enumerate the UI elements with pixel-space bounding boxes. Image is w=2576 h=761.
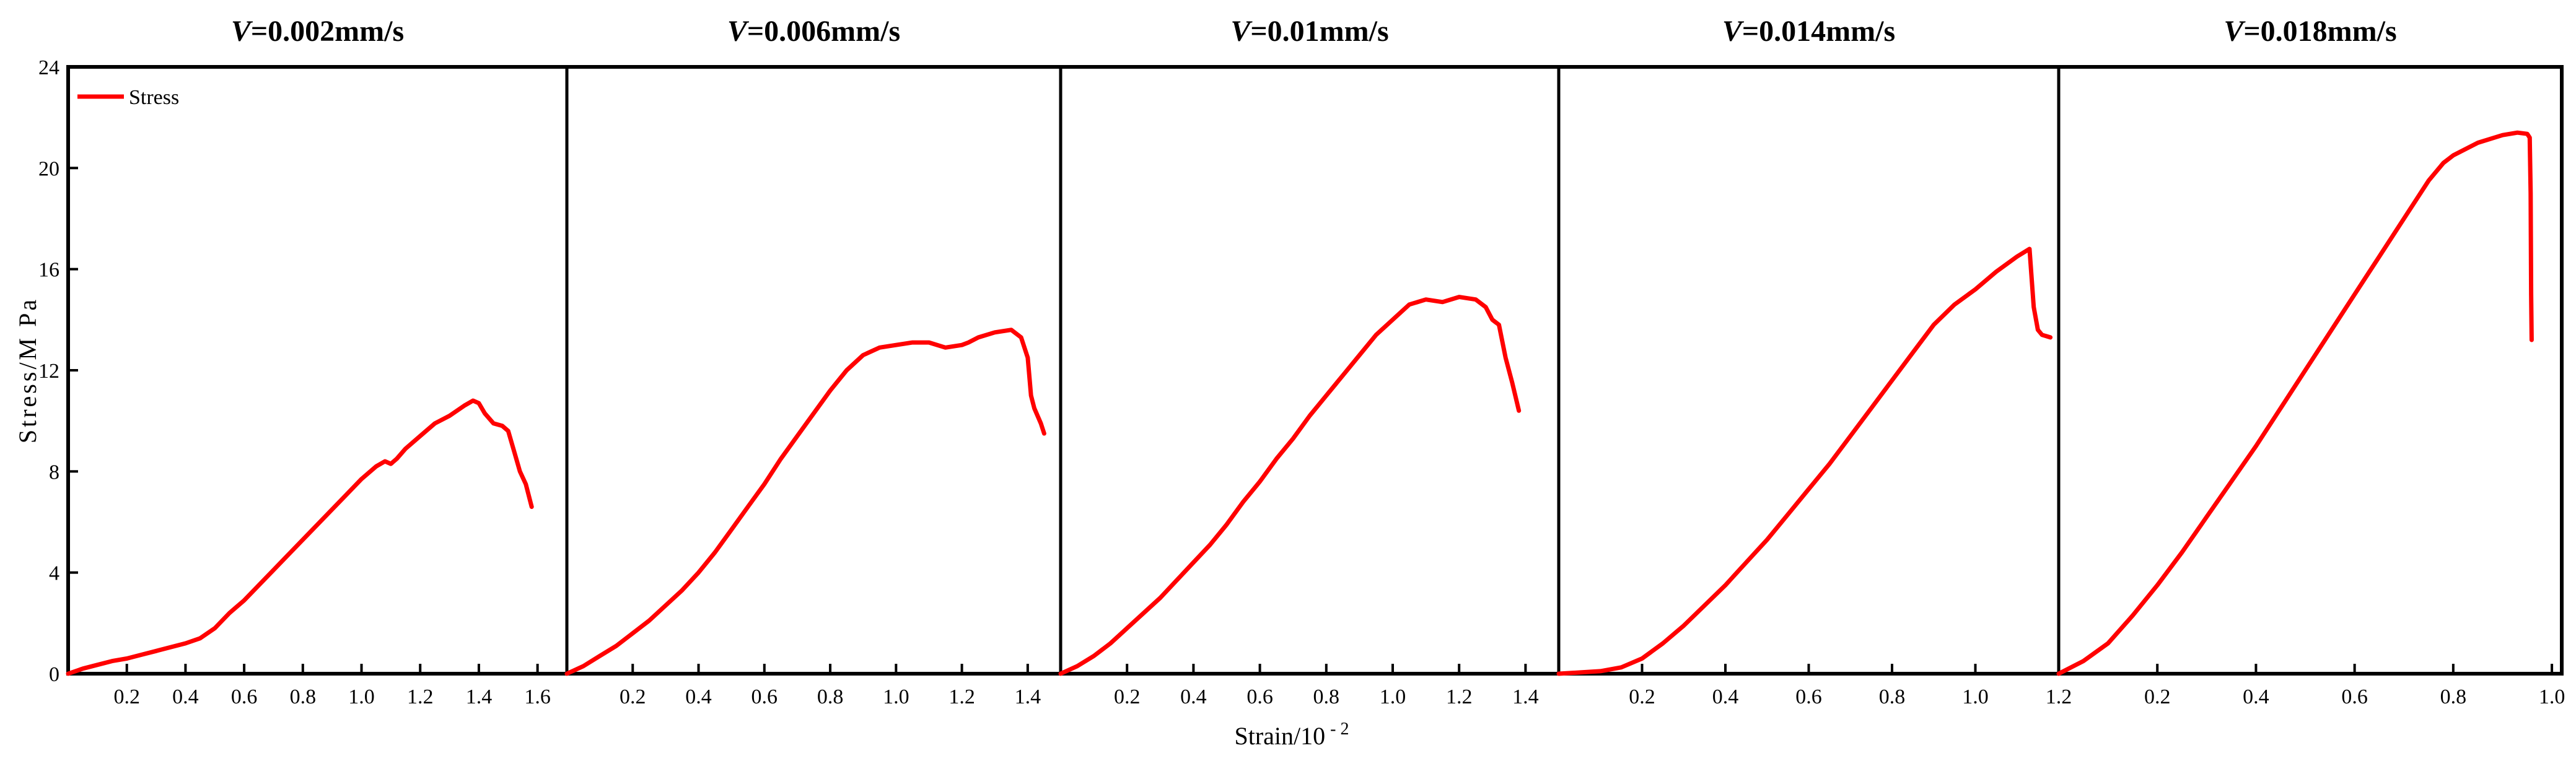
x-axis-title: Strain/10- 2 [1235,720,1349,750]
panel-title-var: V [231,15,253,48]
panel-title-var: V [1230,15,1253,48]
panel-title-value: =0.002mm/s [251,15,404,48]
y-tick-label: 4 [49,562,59,585]
x-tick-label: 0.8 [817,685,844,708]
y-tick-label: 20 [38,157,59,180]
x-tick-label: 0.2 [620,685,646,708]
x-tick-label: 0.4 [685,685,712,708]
x-tick-label: 0.6 [1795,685,1822,708]
x-tick-label: 0.6 [2341,685,2368,708]
panel-title-value: =0.006mm/s [747,15,900,48]
y-axis-title: Stress/M Pa [14,297,42,443]
x-tick-label: 0.4 [1712,685,1739,708]
x-tick-label: 0.2 [113,685,140,708]
panel-title: V=0.01mm/s [1230,15,1388,48]
series-line-stress [2056,130,2534,676]
x-tick-label: 1.4 [1512,685,1539,708]
x-tick-label: 1.0 [348,685,375,708]
panel-title: V=0.006mm/s [727,15,900,48]
x-tick-label: 1.0 [2539,685,2565,708]
y-tick-label: 8 [49,461,59,484]
x-tick-label: 1.2 [407,685,434,708]
series-line-stress [1556,246,2053,676]
x-tick-label: 0.6 [231,685,258,708]
x-tick-label: 1.2 [2046,685,2072,708]
panel-title: V=0.002mm/s [231,15,404,48]
x-tick-label: 0.6 [751,685,778,708]
x-tick-label: 1.0 [883,685,909,708]
x-tick-label: 0.2 [1629,685,1655,708]
x-tick-label: 1.0 [1962,685,1989,708]
x-tick-label: 1.4 [1015,685,1041,708]
x-axis-title-exponent: - 2 [1330,720,1349,739]
series-line-stress [66,398,534,676]
series-line-stress [564,328,1046,676]
x-tick-label: 0.8 [2440,685,2467,708]
panel-title-value: =0.018mm/s [2243,15,2396,48]
panel-title-var: V [2223,15,2246,48]
x-tick-label: 0.6 [1246,685,1273,708]
legend-label: Stress [129,86,179,109]
x-tick-label: 0.2 [2144,685,2171,708]
x-tick-label: 0.4 [1180,685,1207,708]
y-tick-label: 16 [38,259,59,282]
series-line-stress [1058,295,1522,676]
panel-title: V=0.018mm/s [2223,15,2396,48]
y-tick-label: 24 [38,56,59,79]
x-tick-label: 0.4 [172,685,199,708]
x-tick-label: 0.8 [1879,685,1906,708]
y-tick-label: 12 [38,360,59,383]
x-tick-label: 1.4 [466,685,493,708]
x-tick-label: 1.2 [948,685,975,708]
panel-title: V=0.014mm/s [1722,15,1895,48]
x-tick-label: 0.8 [1313,685,1340,708]
x-tick-label: 0.8 [290,685,317,708]
y-tick-label: 0 [49,663,59,686]
x-tick-label: 0.4 [2243,685,2269,708]
panel-title-value: =0.01mm/s [1250,15,1388,48]
x-tick-label: 0.2 [1114,685,1141,708]
x-tick-label: 1.2 [1446,685,1473,708]
panel-title-var: V [727,15,750,48]
x-axis-title-text: Strain/10 [1235,722,1326,750]
plot-frame [66,65,2564,676]
panel-title-var: V [1722,15,1745,48]
x-tick-label: 1.6 [524,685,551,708]
panel-title-value: =0.014mm/s [1742,15,1895,48]
x-tick-label: 1.0 [1380,685,1406,708]
